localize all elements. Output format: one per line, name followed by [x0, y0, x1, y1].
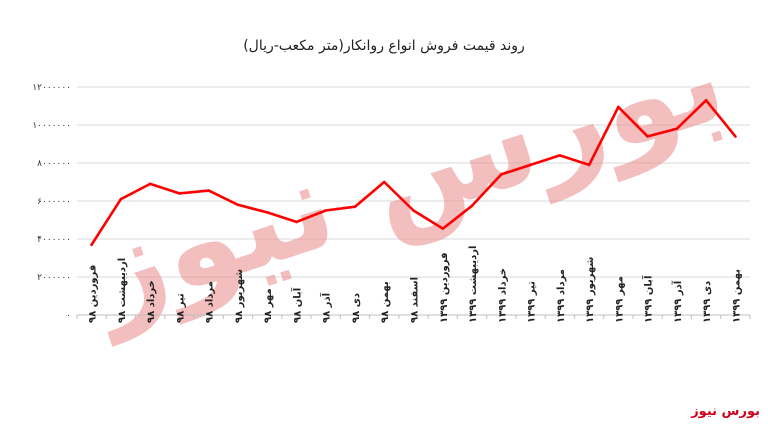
x-tick-label: خرداد ۱۳۹۹	[497, 268, 508, 323]
data-point	[734, 135, 737, 138]
data-point	[587, 163, 591, 167]
y-tick-label: ۸۰۰۰۰۰۰	[37, 159, 71, 169]
y-tick-labels: ۰ ۲۰۰۰۰۰۰ ۴۰۰۰۰۰۰ ۶۰۰۰۰۰۰ ۸۰۰۰۰۰۰ ۱۰۰۰۰۰۰۰ ۱۲۰…	[32, 83, 71, 321]
series-line-layer	[90, 99, 737, 246]
data-point	[529, 163, 532, 167]
axes	[76, 314, 751, 319]
x-tick-label: دی ۹۸	[351, 293, 362, 323]
x-tick-label: مرداد ۹۸	[205, 281, 216, 323]
x-tick-label: تیر ۱۳۹۹	[527, 281, 538, 323]
data-point	[617, 105, 620, 109]
x-tick-label: تیر ۹۸	[175, 293, 186, 323]
y-tick-label: ۰	[66, 311, 71, 321]
source-label: بورس نیوز	[691, 404, 760, 419]
data-point	[675, 127, 679, 131]
data-point	[148, 182, 152, 186]
x-tick-label: فروردین ۹۸	[88, 265, 99, 323]
data-point	[499, 173, 503, 176]
x-tick-label: مرداد ۱۳۹۹	[556, 269, 567, 323]
x-tick-label: دی ۱۳۹۹	[702, 281, 713, 323]
data-point	[295, 220, 298, 224]
data-point	[265, 211, 269, 214]
x-tick-label: فروردین ۱۳۹۹	[439, 252, 450, 323]
x-tick-label: آبان ۱۳۹۹	[642, 275, 655, 323]
x-tick-label: مهر ۹۸	[263, 288, 274, 323]
x-tick-label: مهر ۱۳۹۹	[614, 276, 625, 323]
x-tick-label: اردیبهشت ۱۳۹۹	[468, 246, 479, 323]
data-point	[382, 180, 386, 184]
y-tick-label: ۲۰۰۰۰۰۰	[37, 273, 71, 283]
data-point	[119, 197, 123, 201]
data-point	[412, 209, 415, 212]
data-point	[646, 135, 649, 138]
y-tick-label: ۱۰۰۰۰۰۰۰	[32, 121, 71, 131]
data-point	[178, 192, 181, 195]
x-tick-label: بهمن ۱۳۹۹	[731, 269, 742, 323]
x-tick-label: آبان ۹۸	[290, 287, 303, 323]
data-point	[324, 209, 328, 212]
x-tick-label: خرداد ۹۸	[146, 280, 157, 323]
y-tick-label: ۴۰۰۰۰۰۰	[37, 235, 71, 245]
y-tick-label: ۶۰۰۰۰۰۰	[37, 197, 71, 207]
data-point	[441, 227, 445, 230]
x-tick-label: اسفند ۹۸	[410, 277, 421, 323]
data-point	[236, 203, 240, 207]
y-tick-label: ۱۲۰۰۰۰۰۰	[32, 83, 71, 93]
x-tick-label: آذر ۹۸	[320, 292, 333, 323]
x-tick-label: شهریور ۹۸	[234, 269, 245, 323]
chart-title: روند قیمت فروش انواع روانکار(متر مکعب-ری…	[243, 38, 525, 54]
x-tick-label: بهمن ۹۸	[380, 281, 391, 323]
data-point	[558, 154, 562, 157]
x-tick-label: آذر ۱۳۹۹	[671, 280, 684, 323]
data-point	[470, 204, 474, 208]
data-point	[207, 189, 210, 192]
x-tick-label: شهریور ۱۳۹۹	[585, 256, 596, 323]
data-point	[90, 243, 93, 246]
x-tick-labels: فروردین ۹۸ اردیبهشت ۹۸ خرداد ۹۸ تیر ۹۸ مرداد…	[88, 246, 743, 323]
data-point	[704, 99, 708, 102]
data-point	[353, 205, 357, 208]
x-tick-label: اردیبهشت ۹۸	[117, 258, 128, 323]
watermark-text: بورس نیوز	[67, 5, 742, 348]
watermark-logo: بورس نیوز	[67, 5, 742, 348]
